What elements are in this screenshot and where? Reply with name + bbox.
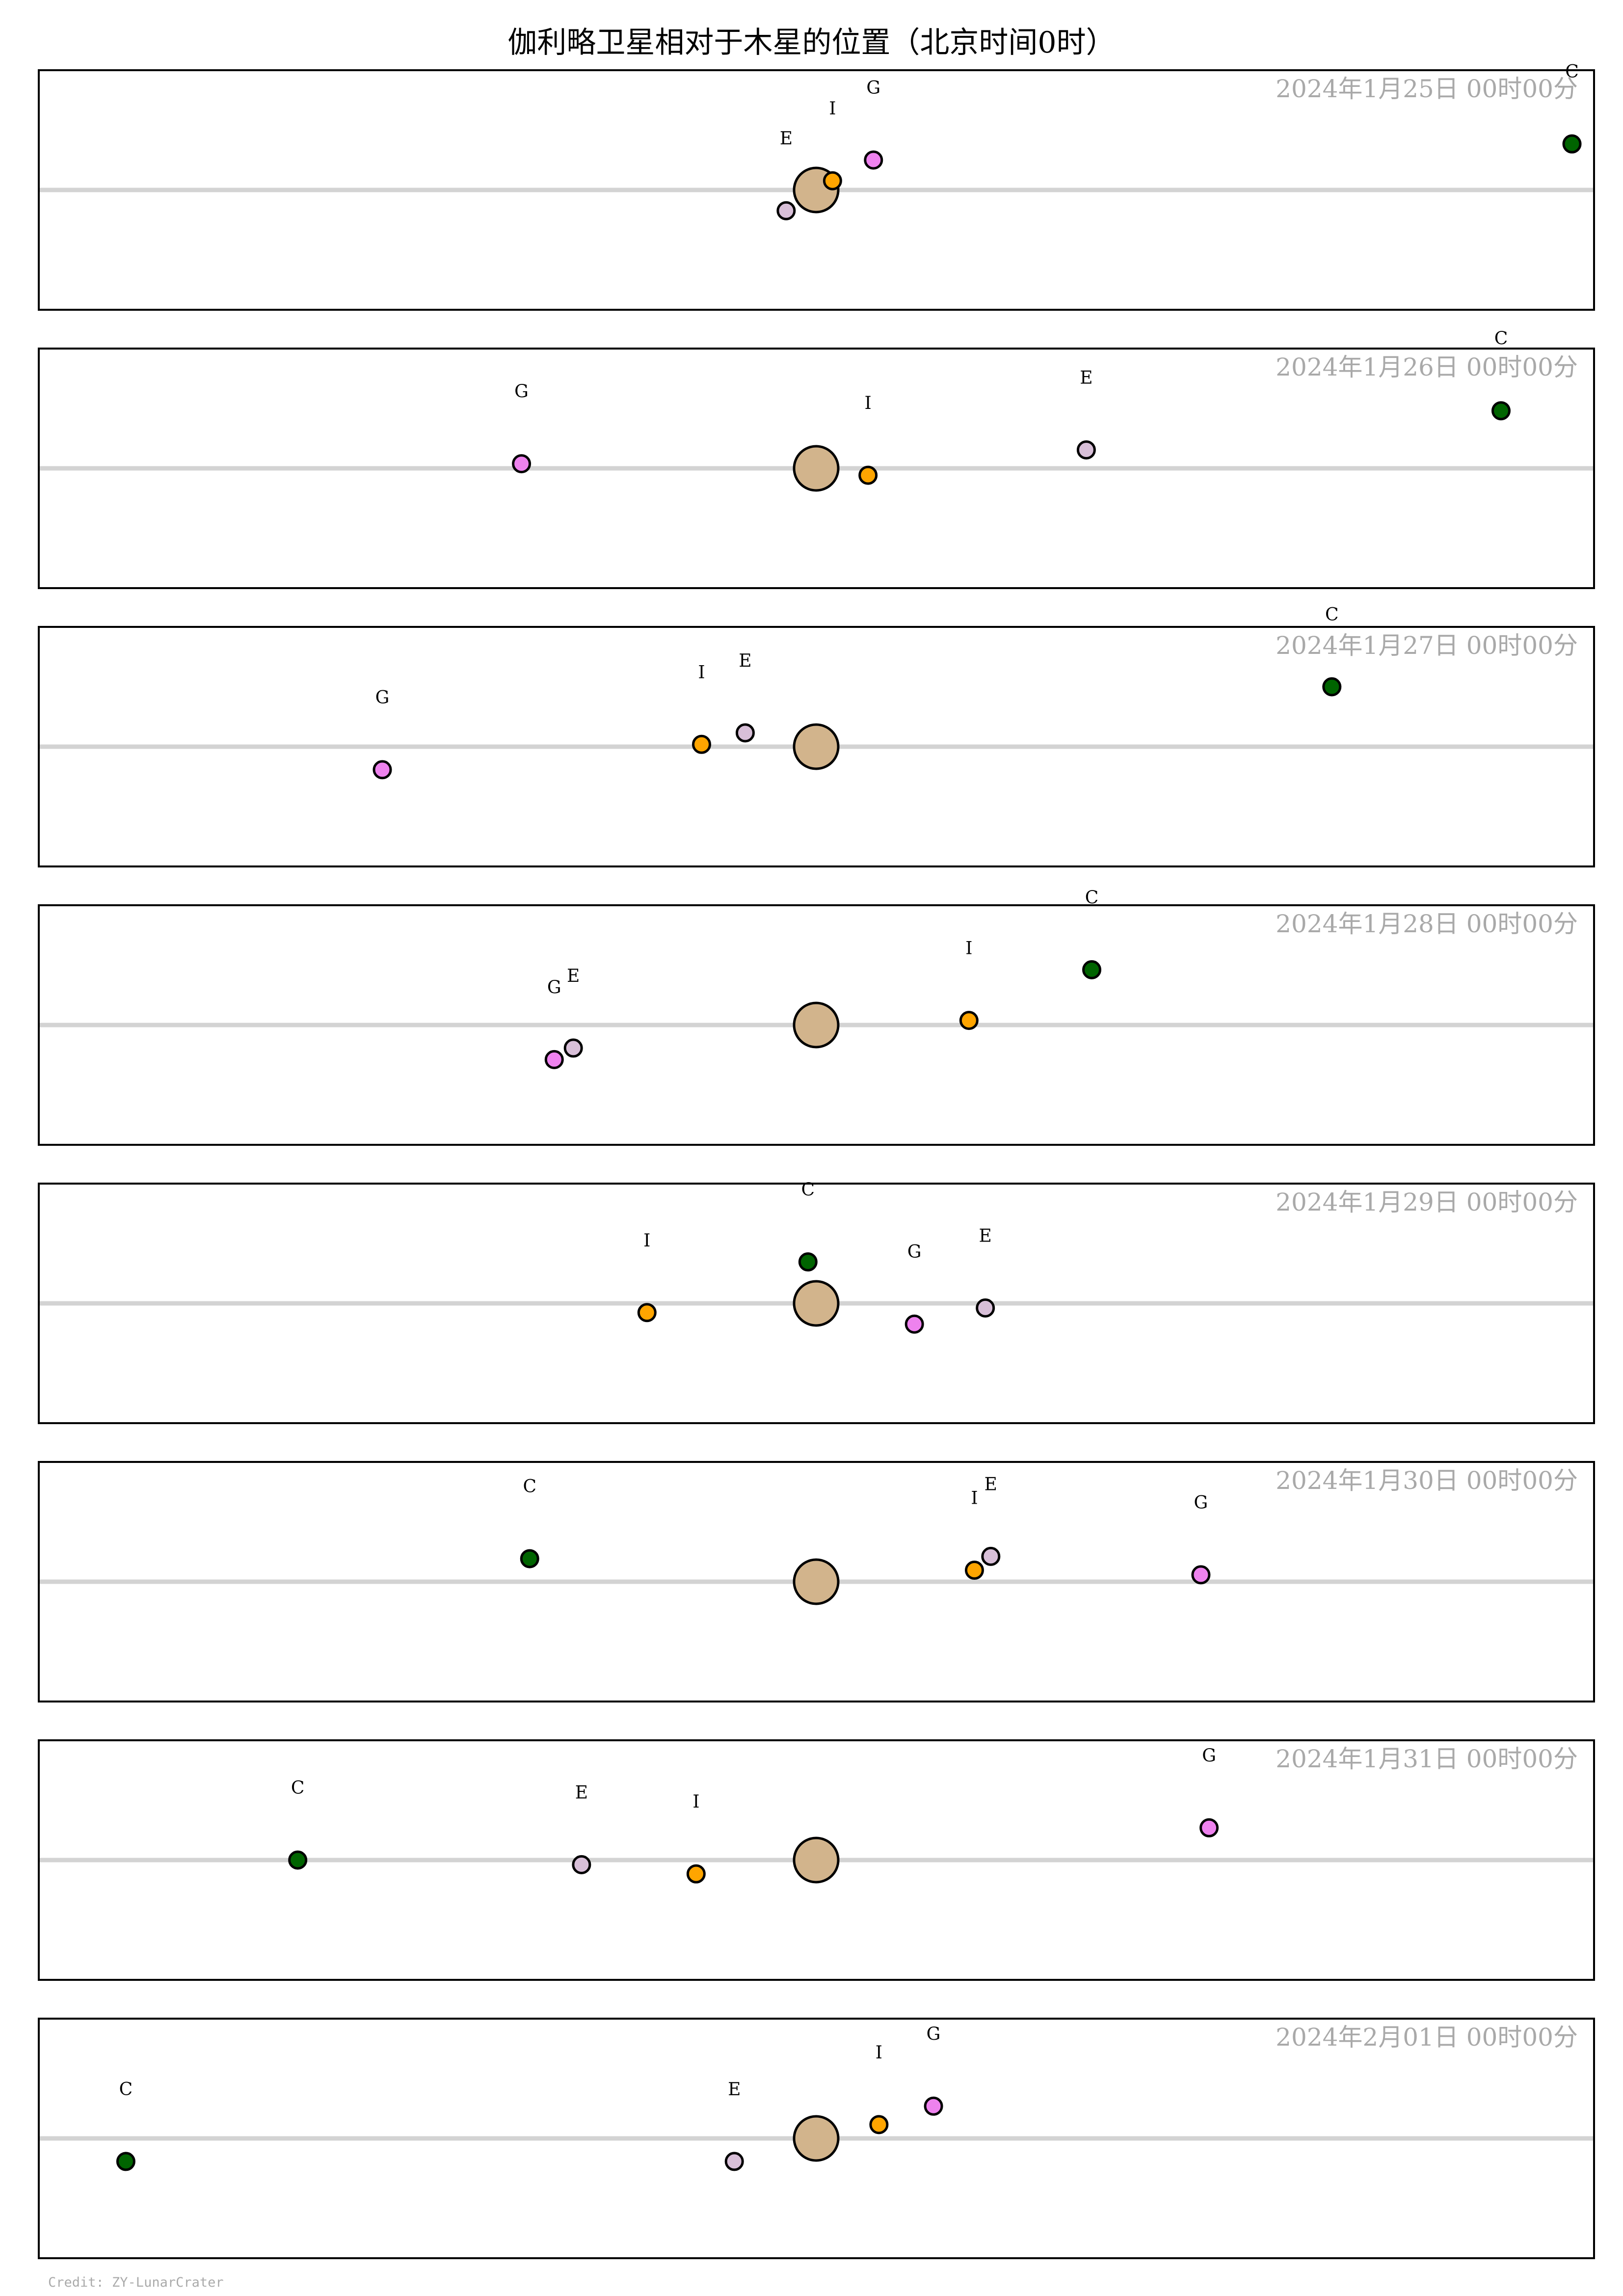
- moon-ganymede: [1191, 1565, 1211, 1585]
- moon-label-io: I: [829, 99, 836, 119]
- page-title: 伽利略卫星相对于木星的位置（北京时间0时）: [507, 26, 1116, 60]
- moon-io: [823, 171, 842, 190]
- panel-frame: [38, 1183, 1595, 1424]
- panel-frame: [38, 2018, 1595, 2259]
- jupiter-disk: [793, 723, 840, 770]
- moon-callisto: [288, 1850, 308, 1870]
- moon-ganymede: [905, 1314, 924, 1334]
- moon-label-europa: E: [728, 2080, 741, 2100]
- jupiter-disk: [793, 445, 840, 492]
- moon-label-io: I: [965, 939, 972, 959]
- moon-label-callisto: C: [119, 2080, 133, 2100]
- moon-europa: [563, 1038, 583, 1058]
- moon-io: [686, 1864, 706, 1884]
- moon-ganymede: [924, 2096, 943, 2116]
- moon-io: [959, 1011, 979, 1030]
- jupiter-disk: [793, 1837, 840, 1884]
- panel-frame: [38, 348, 1595, 589]
- moon-label-io: I: [876, 2043, 882, 2063]
- moon-callisto: [1562, 134, 1582, 154]
- moon-io: [637, 1303, 657, 1323]
- moon-label-europa: E: [1080, 368, 1092, 388]
- moon-callisto: [116, 2152, 135, 2171]
- moon-europa: [981, 1546, 1001, 1566]
- moon-callisto: [798, 1252, 818, 1272]
- panel-2: G I E C 2024年1月26日 00时00分: [38, 329, 1595, 589]
- panel-date-label: 2024年1月27日 00时00分: [1276, 631, 1578, 660]
- panel-date-label: 2024年1月26日 00时00分: [1276, 353, 1578, 381]
- panel-frame: [38, 1739, 1595, 1981]
- panel-date-label: 2024年1月28日 00时00分: [1276, 910, 1578, 938]
- jupiter-disk: [793, 1001, 840, 1049]
- panel-frame: [38, 626, 1595, 867]
- moon-label-europa: E: [984, 1474, 997, 1494]
- panel-7: C E I G 2024年1月31日 00时00分: [38, 1739, 1595, 1981]
- moon-callisto: [520, 1549, 539, 1568]
- moon-io: [869, 2115, 889, 2134]
- moon-label-io: I: [971, 1488, 978, 1509]
- moon-label-callisto: C: [291, 1778, 305, 1798]
- moon-label-callisto: C: [1565, 62, 1579, 82]
- panel-frame: [38, 69, 1595, 311]
- moon-label-ganymede: G: [514, 382, 529, 402]
- moon-europa: [976, 1298, 995, 1318]
- jupiter-disk: [793, 1558, 840, 1605]
- panel-date-label: 2024年2月01日 00时00分: [1276, 2023, 1578, 2052]
- moon-io: [858, 465, 878, 485]
- moon-label-io: I: [698, 662, 705, 682]
- panel-8: C E I G 2024年2月01日 00时00分: [38, 2018, 1595, 2259]
- moon-label-ganymede: G: [1202, 1746, 1216, 1766]
- moon-europa: [776, 201, 796, 220]
- moon-label-europa: E: [979, 1226, 992, 1246]
- jupiter-disk: [793, 2115, 840, 2162]
- panel-date-label: 2024年1月30日 00时00分: [1276, 1466, 1578, 1495]
- moon-europa: [1076, 440, 1096, 459]
- moon-io: [692, 734, 711, 754]
- panel-frame: [38, 1461, 1595, 1702]
- panel-3: G I E C 2024年1月27日 00时00分: [38, 605, 1595, 867]
- moon-label-ganymede: G: [1194, 1493, 1208, 1513]
- moon-label-io: I: [865, 393, 872, 413]
- jupiter-disk: [793, 1280, 840, 1327]
- moon-label-ganymede: G: [907, 1242, 922, 1262]
- panel-6: C IE G 2024年1月30日 00时00分: [38, 1461, 1595, 1702]
- moon-ganymede: [864, 150, 883, 170]
- moon-europa: [572, 1855, 591, 1874]
- moon-label-europa: E: [575, 1783, 588, 1803]
- moon-label-callisto: C: [523, 1477, 536, 1497]
- moon-io: [964, 1561, 984, 1580]
- moon-ganymede: [512, 454, 532, 474]
- moon-europa: [724, 2152, 744, 2171]
- moon-label-io: I: [692, 1792, 699, 1812]
- moon-label-io: I: [643, 1231, 650, 1251]
- moon-ganymede: [372, 760, 392, 780]
- moon-label-europa: E: [567, 966, 580, 986]
- moon-label-ganymede: G: [375, 688, 390, 708]
- moon-europa: [735, 723, 755, 743]
- moon-callisto: [1322, 677, 1342, 697]
- moon-label-callisto: C: [1325, 605, 1339, 625]
- moon-label-ganymede: G: [547, 977, 561, 998]
- moon-label-europa: E: [780, 129, 793, 149]
- credit-text: Credit: ZY-LunarCrater: [48, 2275, 224, 2290]
- panel-date-label: 2024年1月25日 00时00分: [1276, 75, 1578, 103]
- moon-label-ganymede: G: [927, 2024, 941, 2044]
- panel-date-label: 2024年1月29日 00时00分: [1276, 1188, 1578, 1216]
- moon-ganymede: [544, 1050, 564, 1069]
- moon-label-ganymede: G: [866, 78, 880, 98]
- moon-ganymede: [1199, 1818, 1219, 1837]
- panel-frame: [38, 904, 1595, 1146]
- moon-label-europa: E: [739, 651, 751, 671]
- moon-label-callisto: C: [1494, 329, 1508, 349]
- moon-callisto: [1082, 960, 1102, 979]
- moon-callisto: [1491, 401, 1511, 421]
- panel-date-label: 2024年1月31日 00时00分: [1276, 1745, 1578, 1773]
